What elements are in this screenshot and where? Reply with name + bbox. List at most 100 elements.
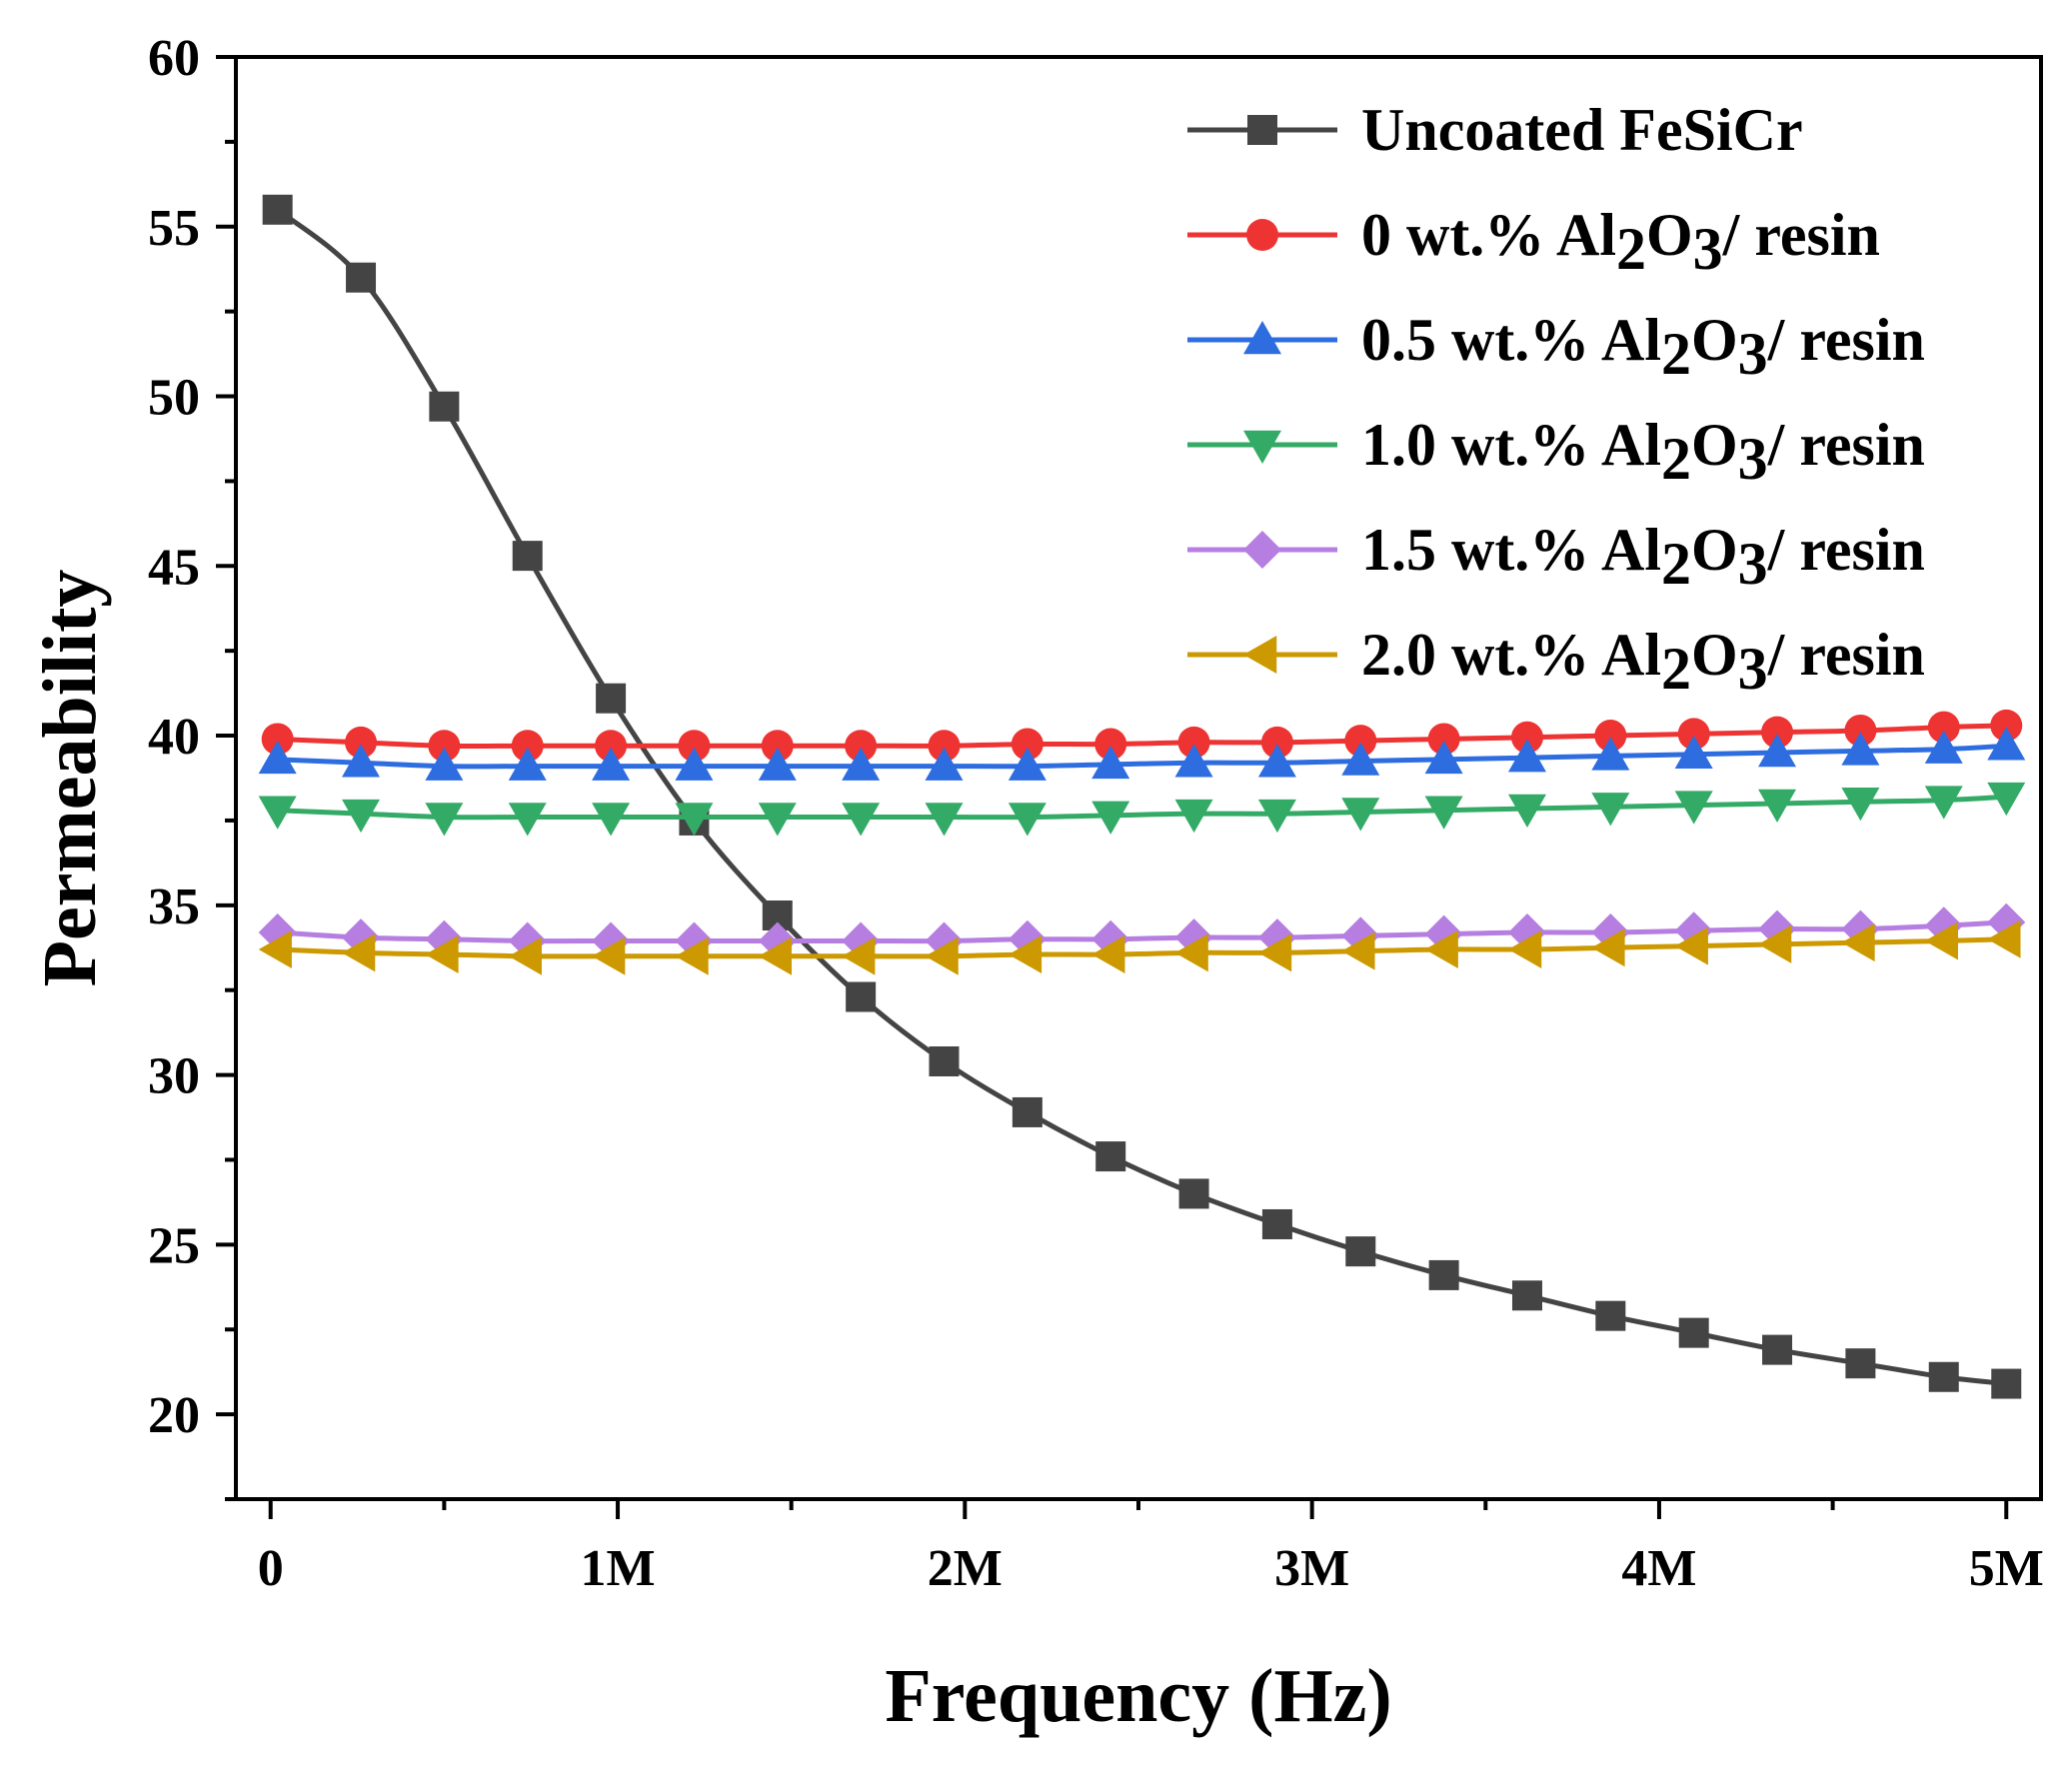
series-3: [258, 782, 2026, 837]
legend-marker: [1246, 219, 1278, 251]
legend-label-part: 0.5 wt.% Al: [1361, 307, 1661, 373]
data-point: [1091, 745, 1130, 780]
data-point: [1008, 747, 1046, 781]
y-tick-label: 30: [148, 1048, 200, 1105]
data-point: [1012, 1096, 1042, 1127]
legend-label-part: 3: [1693, 216, 1723, 282]
series-line: [277, 743, 2007, 770]
data-point: [1987, 782, 2026, 817]
legend-item: 2.0 wt.% Al2O3/ resin: [1187, 622, 1925, 702]
legend-label-part: 1.0 wt.% Al: [1361, 412, 1661, 478]
data-point: [1345, 1236, 1376, 1267]
y-tick-label: 40: [148, 709, 200, 766]
data-point: [1591, 928, 1625, 967]
legend-item: 1.0 wt.% Al2O3/ resin: [1187, 412, 1925, 492]
x-tick-label: 1M: [580, 1540, 655, 1597]
data-point: [1011, 728, 1043, 761]
data-point: [261, 723, 294, 756]
data-point: [1674, 791, 1713, 825]
data-point: [1758, 734, 1797, 768]
data-point: [1844, 714, 1877, 747]
data-point: [845, 730, 878, 763]
data-point: [1928, 1361, 1959, 1392]
data-point: [512, 541, 543, 572]
x-tick-label: 2M: [928, 1540, 1003, 1597]
data-point: [675, 747, 714, 781]
series-line: [277, 794, 2007, 821]
legend-marker: [1243, 321, 1281, 355]
legend-label-part: 3: [1738, 426, 1768, 492]
legend-label: 1.0 wt.% Al2O3/ resin: [1361, 412, 1925, 492]
data-point: [1987, 919, 2021, 958]
data-point: [1927, 711, 1960, 744]
data-point: [1427, 723, 1460, 756]
legend-label: Uncoated FeSiCr: [1361, 97, 1803, 163]
data-point: [1991, 1368, 2022, 1399]
legend-label: 0 wt.% Al2O3/ resin: [1361, 202, 1880, 282]
data-point: [508, 747, 547, 781]
data-point: [1094, 728, 1127, 761]
x-tick-label: 4M: [1621, 1540, 1696, 1597]
data-point: [1758, 924, 1792, 963]
data-point: [258, 929, 292, 968]
data-point: [675, 936, 709, 975]
data-point: [592, 803, 631, 837]
data-point: [345, 726, 378, 759]
data-point: [592, 747, 631, 781]
data-point: [1260, 726, 1293, 759]
series-1: [261, 709, 2023, 763]
legend-label-part: 3: [1738, 321, 1768, 387]
data-point: [925, 803, 964, 837]
data-point: [842, 803, 881, 837]
legend-label: 1.5 wt.% Al2O3/ resin: [1361, 517, 1925, 597]
x-tick-label: 5M: [1969, 1540, 2044, 1597]
data-point: [1341, 931, 1375, 970]
data-point: [1091, 801, 1130, 835]
data-point: [511, 730, 544, 763]
data-point: [925, 936, 959, 975]
x-tick-label: 0: [258, 1540, 284, 1597]
data-point: [1095, 1141, 1126, 1172]
y-tick-label: 25: [148, 1217, 200, 1274]
data-point: [1924, 730, 1963, 764]
legend-label-part: / resin: [1767, 307, 1925, 373]
data-point: [1008, 803, 1046, 837]
legend-label-part: 2: [1661, 636, 1691, 702]
legend-label-part: / resin: [1767, 622, 1925, 688]
legend-marker: [1243, 531, 1281, 569]
legend-label-part: 2: [1616, 216, 1646, 282]
data-point: [1008, 935, 1042, 974]
data-point: [1261, 1208, 1292, 1239]
legend-label-part: 2: [1661, 321, 1691, 387]
data-point: [428, 730, 461, 763]
series-0: [262, 194, 2022, 1399]
legend-item: 1.5 wt.% Al2O3/ resin: [1187, 517, 1925, 597]
data-point: [1424, 740, 1463, 775]
legend-label: 0.5 wt.% Al2O3/ resin: [1361, 307, 1925, 387]
data-point: [842, 747, 881, 781]
legend-item: 0.5 wt.% Al2O3/ resin: [1187, 307, 1925, 387]
data-point: [342, 933, 376, 972]
data-point: [1758, 789, 1797, 823]
legend-item: Uncoated FeSiCr: [1187, 97, 1803, 163]
data-point: [1591, 737, 1630, 771]
data-point: [758, 936, 793, 975]
series-2: [258, 727, 2026, 781]
data-point: [258, 740, 297, 775]
data-point: [1841, 788, 1880, 822]
data-point: [425, 747, 464, 781]
data-point: [1674, 926, 1708, 965]
data-point: [1257, 933, 1292, 972]
y-tick-label: 55: [148, 200, 200, 257]
data-point: [1990, 709, 2023, 742]
legend-label-part: 3: [1738, 636, 1768, 702]
data-point: [925, 747, 964, 781]
legend: Uncoated FeSiCr 0 wt.% Al2O3/ resin 0.5 wt…: [1187, 97, 1925, 702]
data-point: [846, 981, 877, 1012]
legend-label-part: O: [1691, 412, 1738, 478]
data-point: [258, 796, 297, 830]
data-point: [928, 730, 961, 763]
legend-label-part: O: [1691, 517, 1738, 583]
data-point: [1762, 1334, 1793, 1365]
data-point: [929, 1046, 960, 1077]
